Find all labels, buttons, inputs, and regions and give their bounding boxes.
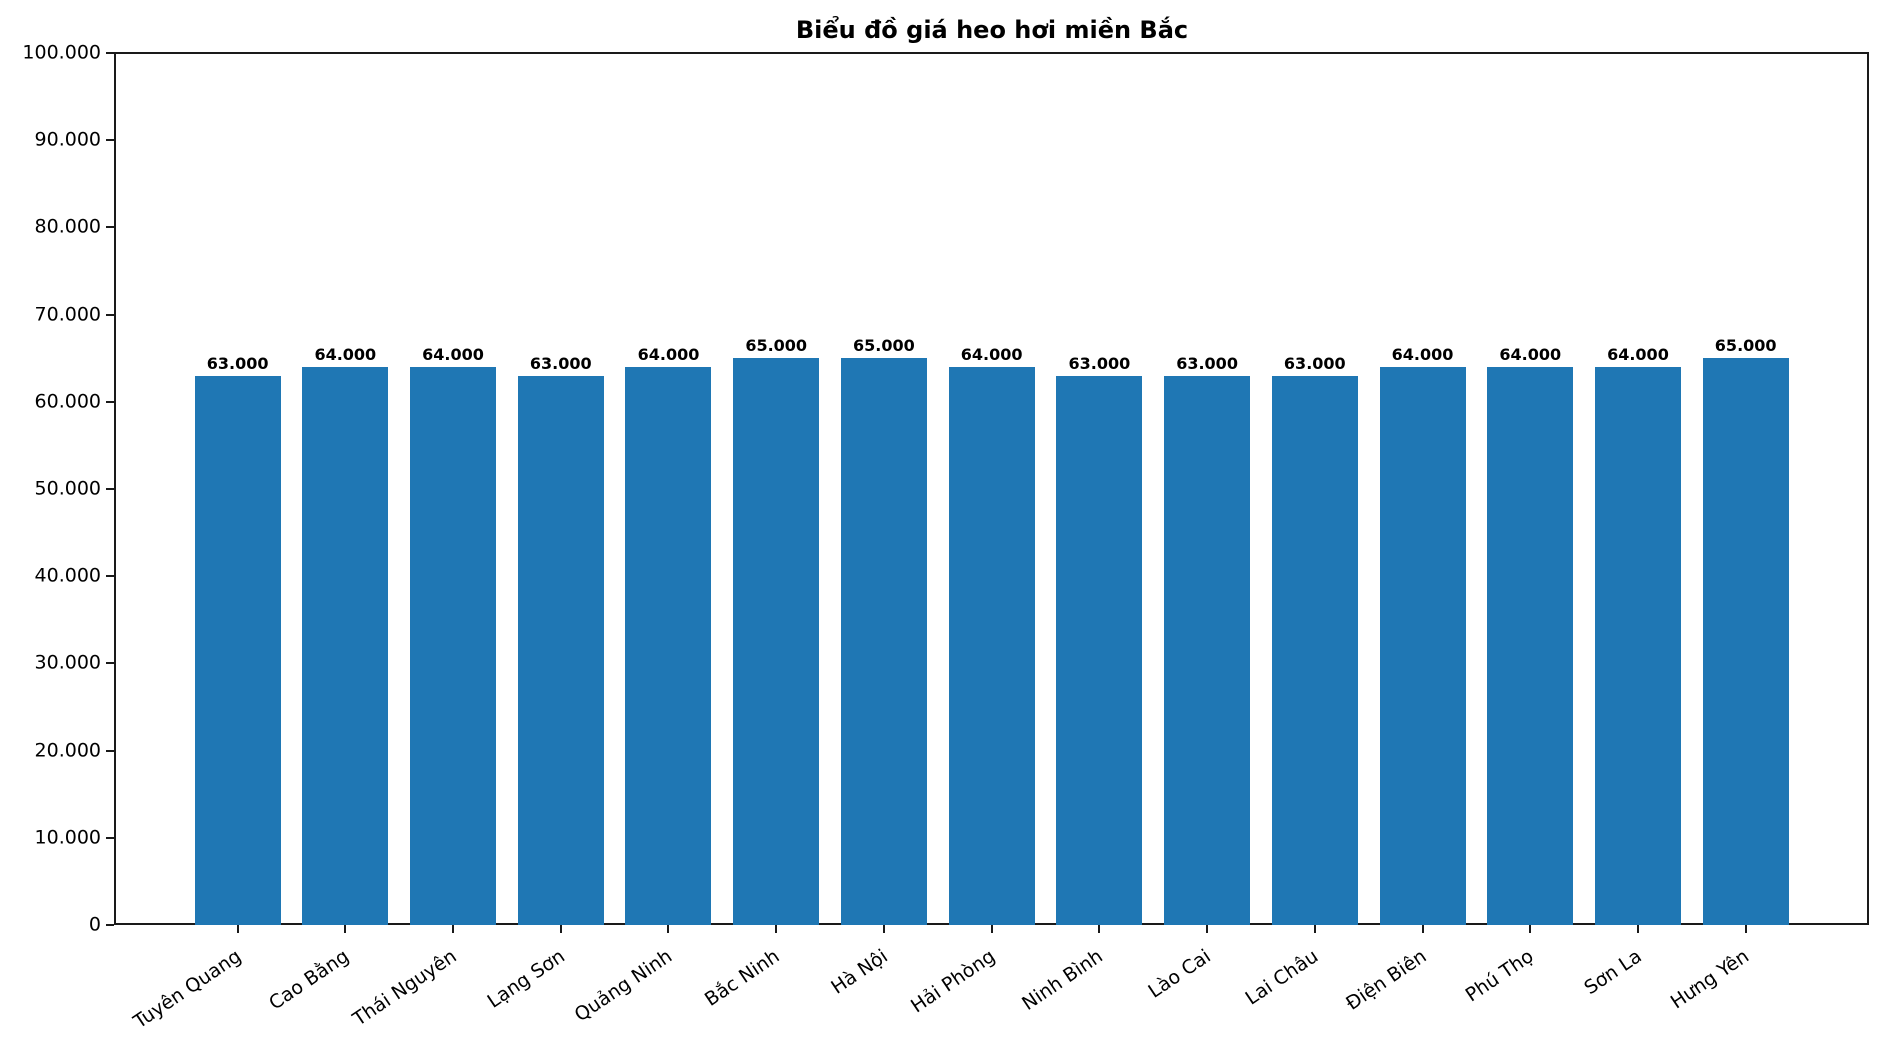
bar-value-label-lao-cai: 63.000 (1176, 353, 1238, 373)
bar-phu-tho (1487, 366, 1574, 925)
x-tick-mark-cao-bang (344, 925, 347, 933)
bar-value-label-phu-tho: 64.000 (1499, 344, 1562, 364)
y-tick-mark-100-000 (106, 52, 114, 54)
bar-thai-nguyen (410, 366, 497, 925)
bar-value-label-quang-ninh: 64.000 (637, 344, 700, 364)
bar-lao-cai (1164, 375, 1251, 925)
x-tick-mark-quang-ninh (667, 925, 670, 933)
x-tick-mark-son-la (1636, 925, 1639, 933)
bar-ha-noi (840, 358, 927, 925)
y-tick-label-80-000: 80.000 (34, 215, 101, 238)
bar-value-label-tuyen-quang: 63.000 (206, 353, 269, 373)
bar-hung-yen (1702, 358, 1789, 925)
y-tick-label-30-000: 30.000 (34, 651, 101, 674)
x-tick-mark-ha-noi (882, 925, 885, 933)
x-tick-label-ninh-binh: Ninh Bình (1018, 945, 1108, 1015)
bar-value-label-lang-son: 63.000 (529, 353, 592, 373)
y-tick-mark-20-000 (106, 749, 114, 752)
bar-value-label-ha-noi: 65.000 (853, 336, 915, 356)
bar-value-label-son-la: 64.000 (1607, 344, 1669, 364)
x-tick-label-thai-nguyen: Thái Nguyên (349, 945, 461, 1031)
x-tick-label-son-la: Sơn La (1580, 945, 1646, 1000)
bar-value-label-bac-ninh: 65.000 (745, 336, 808, 356)
x-tick-label--ien-bien: Điện Biên (1341, 945, 1431, 1015)
x-tick-label-hai-phong: Hải Phòng (907, 945, 1000, 1018)
y-tick-label-50-000: 50.000 (34, 477, 101, 500)
bar-value-label--ien-bien: 64.000 (1391, 344, 1454, 364)
x-tick-mark-lai-chau (1313, 925, 1316, 933)
bar-son-la (1594, 366, 1681, 925)
x-tick-mark-hai-phong (990, 925, 993, 933)
y-tick-mark-40-000 (106, 575, 114, 578)
y-tick-label-10-000: 10.000 (34, 826, 101, 849)
x-tick-label-cao-bang: Cao Bằng (265, 945, 354, 1015)
bar-quang-ninh (625, 366, 712, 925)
x-tick-label-hung-yen: Hưng Yên (1667, 945, 1754, 1014)
bar-value-label-hung-yen: 65.000 (1714, 336, 1777, 356)
x-tick-mark-lang-son (559, 925, 562, 933)
bar-lang-son (517, 375, 604, 925)
y-tick-mark-50-000 (106, 488, 114, 490)
x-tick-mark--ien-bien (1421, 925, 1424, 933)
bar--ien-bien (1379, 366, 1466, 925)
bar-hai-phong (948, 366, 1035, 925)
bar-value-label-lai-chau: 63.000 (1283, 353, 1346, 373)
x-tick-label-bac-ninh: Bắc Ninh (701, 945, 784, 1011)
bar-value-label-thai-nguyen: 64.000 (422, 344, 484, 364)
y-tick-mark-80-000 (106, 226, 114, 229)
bar-value-label-ninh-binh: 63.000 (1068, 353, 1131, 373)
x-tick-label-quang-ninh: Quảng Ninh (570, 945, 677, 1027)
x-tick-mark-hung-yen (1744, 925, 1747, 933)
x-tick-mark-bac-ninh (775, 925, 778, 933)
x-tick-label-lai-chau: Lai Châu (1241, 945, 1323, 1010)
chart-title: Biểu đồ giá heo hơi miền Bắc (795, 16, 1189, 44)
y-tick-label-100-000: 100.000 (22, 41, 101, 64)
y-tick-label-0: 0 (88, 913, 101, 936)
y-tick-mark-70-000 (106, 313, 114, 316)
y-tick-mark-10-000 (106, 836, 114, 839)
x-tick-mark-phu-tho (1529, 925, 1532, 933)
x-tick-mark-ninh-binh (1098, 925, 1101, 933)
x-tick-label-phu-tho: Phú Thọ (1461, 945, 1538, 1007)
x-tick-label-lang-son: Lạng Sơn (483, 945, 569, 1013)
x-tick-label-tuyen-quang: Tuyên Quang (129, 945, 246, 1034)
y-tick-label-40-000: 40.000 (34, 564, 101, 587)
bar-cao-bang (302, 366, 389, 925)
x-tick-mark-tuyen-quang (236, 925, 239, 933)
bar-lai-chau (1271, 375, 1358, 925)
y-tick-label-90-000: 90.000 (34, 128, 101, 151)
bar-ninh-binh (1056, 375, 1143, 925)
bar-value-label-cao-bang: 64.000 (314, 344, 377, 364)
y-tick-label-60-000: 60.000 (34, 390, 101, 413)
y-tick-mark-60-000 (106, 400, 114, 403)
bar-value-label-hai-phong: 64.000 (960, 344, 1023, 364)
y-tick-label-20-000: 20.000 (34, 739, 101, 762)
bar-tuyen-quang (194, 375, 281, 925)
x-tick-mark-lao-cai (1206, 925, 1209, 933)
y-tick-label-70-000: 70.000 (34, 303, 101, 326)
bar-bac-ninh (733, 358, 820, 925)
y-tick-mark-90-000 (106, 139, 114, 142)
x-tick-label-ha-noi: Hà Nội (827, 945, 892, 999)
x-tick-mark-thai-nguyen (452, 925, 455, 933)
x-tick-label-lao-cai: Lào Cai (1144, 945, 1215, 1003)
y-tick-mark-30-000 (106, 662, 114, 665)
y-tick-mark-0 (106, 924, 114, 926)
